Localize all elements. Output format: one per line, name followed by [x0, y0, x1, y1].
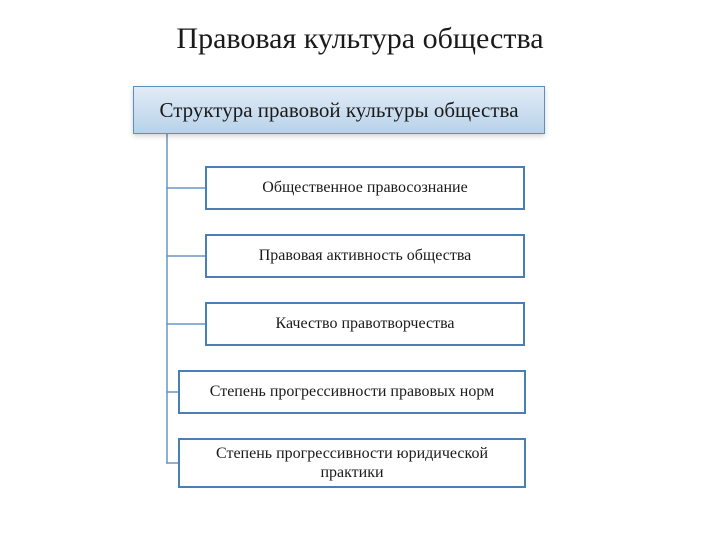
root-label: Структура правовой культуры общества	[159, 98, 518, 123]
child-label: Правовая активность общества	[259, 246, 472, 265]
child-node-0: Общественное правосознание	[205, 166, 525, 210]
child-node-3: Степень прогрессивности правовых норм	[178, 370, 526, 414]
child-label: Общественное правосознание	[262, 178, 467, 197]
child-label: Качество правотворчества	[275, 314, 454, 333]
child-node-1: Правовая активность общества	[205, 234, 525, 278]
page-title: Правовая культура общества	[0, 0, 720, 56]
child-node-2: Качество правотворчества	[205, 302, 525, 346]
root-node: Структура правовой культуры общества	[133, 86, 545, 134]
child-label: Степень прогрессивности правовых норм	[210, 382, 495, 401]
child-label: Степень прогрессивности юридической прак…	[186, 444, 518, 482]
child-node-4: Степень прогрессивности юридической прак…	[178, 438, 526, 488]
